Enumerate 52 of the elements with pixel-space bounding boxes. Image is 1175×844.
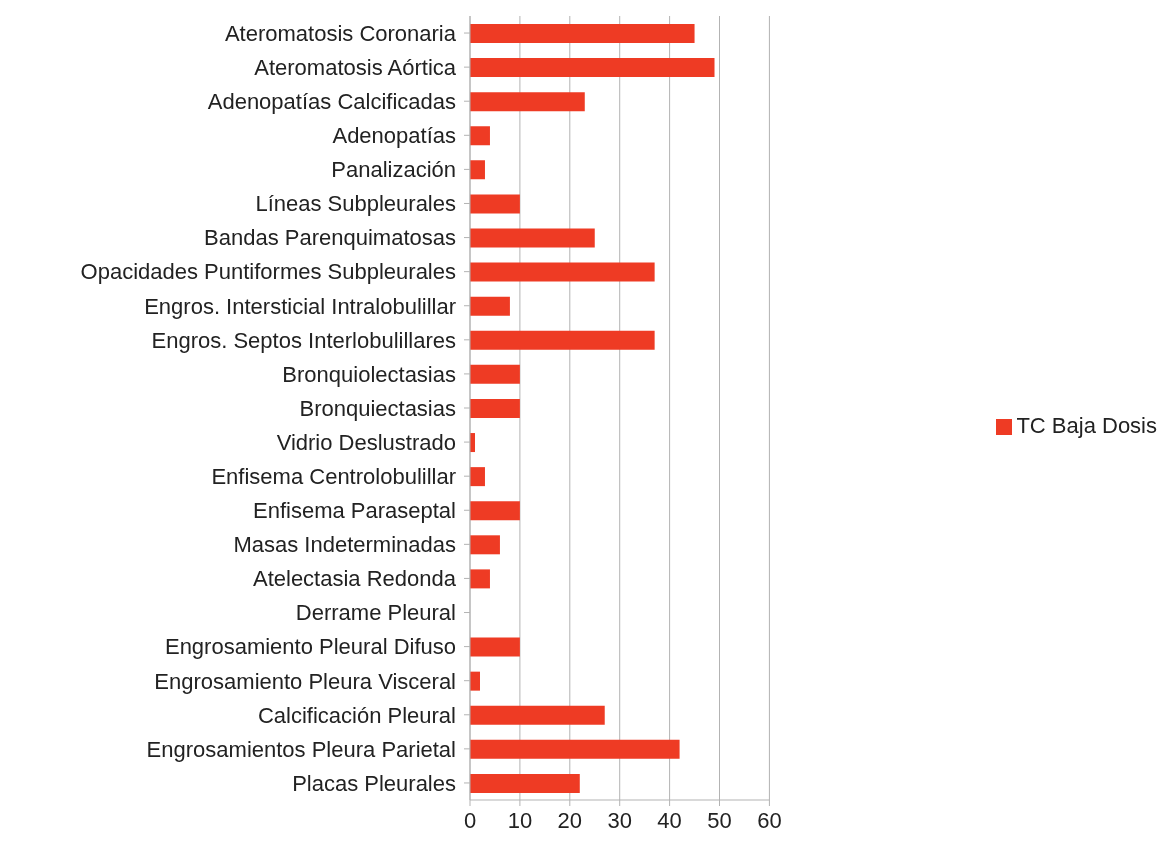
y-tick-label: Enfisema Centrolobulillar bbox=[211, 463, 456, 489]
y-tick-label: Enfisema Paraseptal bbox=[253, 498, 456, 524]
bar bbox=[470, 58, 715, 78]
y-tick-label: Engrosamiento Pleura Visceral bbox=[154, 668, 456, 694]
y-tick-label: Panalización bbox=[331, 157, 456, 183]
y-tick-label: Vidrio Deslustrado bbox=[276, 429, 456, 455]
bar bbox=[470, 739, 680, 759]
bar bbox=[470, 160, 485, 180]
bar bbox=[470, 92, 585, 112]
y-tick-label: Ateromatosis Aórtica bbox=[254, 54, 457, 80]
bar bbox=[470, 126, 490, 146]
y-tick-label: Bandas Parenquimatosas bbox=[204, 225, 456, 251]
bar bbox=[470, 637, 520, 657]
x-tick-label: 10 bbox=[507, 807, 533, 833]
x-tick-label: 50 bbox=[707, 807, 732, 833]
y-tick-label: Engros. Septos Interlobulillares bbox=[151, 327, 456, 353]
x-tick-label: 20 bbox=[557, 807, 583, 833]
y-tick-label: Bronquiectasias bbox=[299, 395, 456, 421]
y-tick-label: Engros. Intersticial Intralobulillar bbox=[144, 293, 456, 319]
y-tick-label: Derrame Pleural bbox=[295, 600, 456, 626]
y-tick-label: Engrosamientos Pleura Parietal bbox=[146, 736, 456, 762]
y-tick-label: Adenopatías Calcificadas bbox=[207, 89, 456, 115]
bar bbox=[470, 364, 520, 384]
bar bbox=[470, 501, 520, 521]
y-tick-label: Opacidades Puntiformes Subpleurales bbox=[80, 259, 456, 285]
bar bbox=[470, 194, 520, 214]
bar bbox=[470, 535, 500, 555]
bar bbox=[470, 296, 510, 316]
x-tick-label: 60 bbox=[757, 807, 782, 833]
bar bbox=[470, 569, 490, 589]
y-tick-label: Bronquiolectasias bbox=[282, 361, 456, 387]
x-tick-label: 30 bbox=[607, 807, 632, 833]
x-tick-label: 0 bbox=[463, 807, 477, 833]
bar bbox=[470, 671, 480, 691]
x-tick-label: 40 bbox=[657, 807, 682, 833]
y-tick-label: Líneas Subpleurales bbox=[255, 191, 456, 217]
bar bbox=[470, 330, 655, 350]
y-tick-label: Ateromatosis Coronaria bbox=[224, 20, 457, 46]
y-tick-label: Atelectasia Redonda bbox=[252, 566, 457, 592]
bar bbox=[470, 398, 520, 418]
bar bbox=[470, 705, 605, 725]
bar bbox=[470, 467, 485, 487]
y-tick-label: Placas Pleurales bbox=[292, 770, 456, 796]
bar bbox=[470, 773, 580, 793]
y-tick-label: Adenopatías bbox=[332, 123, 456, 149]
bar bbox=[470, 262, 655, 282]
legend-label: TC Baja Dosis bbox=[1016, 413, 1157, 438]
y-tick-label: Masas Indeterminadas bbox=[233, 532, 456, 558]
bar bbox=[470, 24, 695, 43]
y-tick-label: Engrosamiento Pleural Difuso bbox=[164, 634, 456, 660]
y-tick-label: Calcificación Pleural bbox=[257, 702, 456, 728]
bar bbox=[470, 228, 595, 248]
